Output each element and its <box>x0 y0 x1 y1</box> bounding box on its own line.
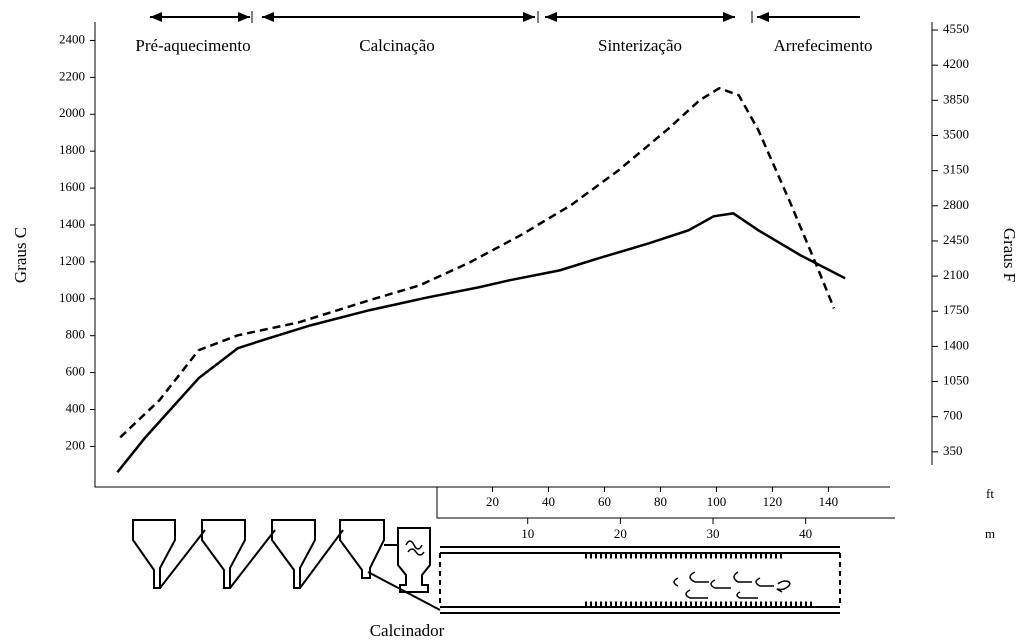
equipment-label: Calcinador <box>370 621 445 640</box>
y-tick-label: 2400 <box>59 31 85 46</box>
plant-diagram <box>132 519 841 614</box>
axis-line <box>94 22 890 488</box>
y2-tick-label: 3850 <box>943 91 969 106</box>
y-tick-label: 1800 <box>59 142 85 157</box>
arrow-head <box>523 12 535 22</box>
y2-tick-label: 4550 <box>943 21 969 36</box>
x-tick-label: 140 <box>819 494 839 509</box>
arrow-head <box>545 12 557 22</box>
data-line <box>116 212 846 474</box>
arrow-head <box>262 12 274 22</box>
y-tick-label: 1600 <box>59 179 85 194</box>
y2-tick-label: 3150 <box>943 162 969 177</box>
y-tick-label: 600 <box>66 364 86 379</box>
y-tick-label: 200 <box>66 437 86 452</box>
y2-tick-label: 2450 <box>943 232 969 247</box>
y2-tick-label: 700 <box>943 408 963 423</box>
phase-label: Sinterização <box>598 36 682 55</box>
y2-tick-label: 3500 <box>943 126 969 141</box>
x-tick-label: 120 <box>763 494 783 509</box>
y2-tick-label: 1050 <box>943 373 969 388</box>
y2-tick-label: 4200 <box>943 56 969 71</box>
y2-tick-label: 1750 <box>943 302 969 317</box>
arrow-head <box>150 12 162 22</box>
phase-label: Arrefecimento <box>773 36 872 55</box>
x2-tick-label: 10 <box>521 526 534 541</box>
x-tick-label: 60 <box>598 494 611 509</box>
y2-tick-label: 350 <box>943 443 963 458</box>
x2-axis-title: m <box>985 526 995 541</box>
x-tick-label: 80 <box>654 494 667 509</box>
phase-label: Pré-aquecimento <box>135 36 250 55</box>
y2-tick-label: 2100 <box>943 267 969 282</box>
x-tick-label: 100 <box>707 494 727 509</box>
y-tick-label: 2000 <box>59 105 85 120</box>
data-line <box>119 86 836 439</box>
y-tick-label: 1400 <box>59 216 85 231</box>
y-tick-label: 1200 <box>59 253 85 268</box>
x-tick-label: 20 <box>486 494 499 509</box>
y2-tick-label: 2800 <box>943 197 969 212</box>
y2-axis-title: Graus F <box>1000 228 1019 282</box>
y2-tick-label: 1400 <box>943 337 969 352</box>
y-tick-label: 800 <box>66 327 86 342</box>
x-tick-label: 40 <box>542 494 555 509</box>
axis-line <box>436 487 895 519</box>
x2-tick-label: 20 <box>614 526 627 541</box>
x-axis-title: ft <box>986 486 994 501</box>
arrow-head <box>238 12 250 22</box>
arrow-head <box>723 12 735 22</box>
y-axis-title: Graus C <box>11 227 30 283</box>
x2-tick-label: 30 <box>707 526 720 541</box>
y-tick-label: 1000 <box>59 290 85 305</box>
x2-tick-label: 40 <box>799 526 812 541</box>
arrow-head <box>757 12 769 22</box>
y-tick-label: 2200 <box>59 68 85 83</box>
phase-label: Calcinação <box>359 36 435 55</box>
y-tick-label: 400 <box>66 400 86 415</box>
